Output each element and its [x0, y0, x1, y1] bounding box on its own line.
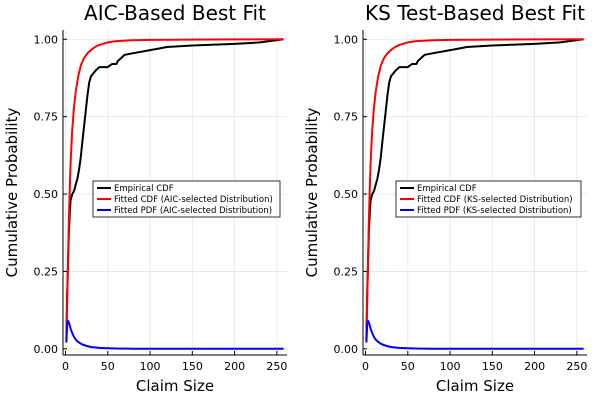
x-axis-label: Claim Size [136, 377, 214, 395]
y-tick-label: 0.25 [334, 265, 359, 278]
y-tick-label: 0.75 [34, 111, 59, 124]
y-tick-label: 0.00 [334, 343, 359, 356]
x-tick-label: 200 [224, 360, 245, 373]
legend-label: Fitted PDF (AIC-selected Distribution) [114, 206, 272, 216]
legend-label: Fitted CDF (AIC-selected Distribution) [114, 195, 273, 205]
chart-panel-2: 0 50 100 150 200 250 0.00 0.25 0.50 0.75 1.00 KS Te… [303, 1, 587, 395]
x-tick-label: 0 [362, 360, 369, 373]
series-line-1 [365, 38, 584, 340]
x-tick-label: 0 [62, 360, 69, 373]
series-line-2 [65, 38, 284, 340]
y-tick-label: 0.25 [34, 265, 59, 278]
x-tick-label: 250 [266, 360, 287, 373]
x-tick-label: 50 [101, 360, 115, 373]
y-tick-label: 0.75 [334, 111, 359, 124]
legend-box [92, 180, 281, 218]
series-line-1 [65, 38, 284, 340]
x-tick-label: 150 [482, 360, 503, 373]
x-tick-label: 100 [440, 360, 461, 373]
series-line-3 [365, 320, 584, 350]
x-tick-label: 200 [524, 360, 545, 373]
legend-label: Fitted PDF (KS-selected Distribution) [417, 206, 572, 216]
y-tick-label: 0.50 [34, 188, 59, 201]
legend-label: Empirical CDF [114, 184, 174, 194]
series-line-3 [65, 320, 284, 350]
chart-title: KS Test-Based Best Fit [365, 1, 585, 25]
y-tick-label: 1.00 [34, 33, 59, 46]
chart-panel-1: 0 50 100 150 200 250 0.00 0.25 0.50 0.75 1.00 AIC-B… [3, 1, 287, 395]
x-tick-label: 150 [182, 360, 203, 373]
y-tick-label: 0.50 [334, 188, 359, 201]
chart-title: AIC-Based Best Fit [84, 1, 266, 25]
x-tick-label: 100 [140, 360, 161, 373]
y-axis-label: Cumulative Probability [3, 108, 21, 278]
x-tick-label: 50 [401, 360, 415, 373]
series-line-2 [365, 38, 584, 340]
y-axis-label: Cumulative Probability [303, 108, 321, 278]
x-axis-label: Claim Size [436, 377, 514, 395]
y-tick-label: 0.00 [34, 343, 59, 356]
legend-label: Empirical CDF [417, 184, 477, 194]
y-tick-label: 1.00 [334, 33, 359, 46]
legend-box [395, 180, 582, 218]
legend-label: Fitted CDF (KS-selected Distribution) [417, 195, 573, 205]
x-tick-label: 250 [566, 360, 587, 373]
